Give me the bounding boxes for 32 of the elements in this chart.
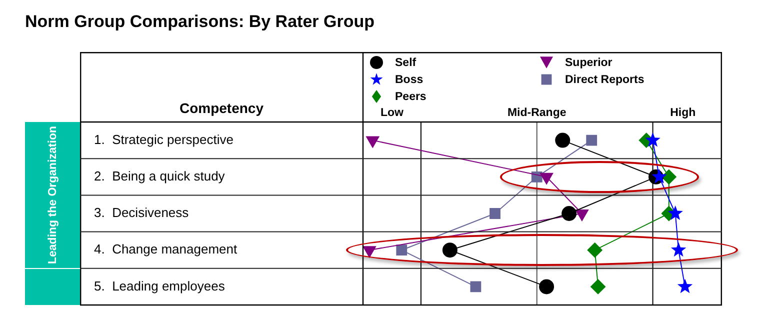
y-axis-title: Competency: [178, 100, 265, 116]
point: [470, 281, 482, 292]
text: Low: [380, 107, 404, 119]
legend-label: Boss: [395, 74, 424, 86]
legend-label: Peers: [395, 90, 426, 102]
point: [555, 132, 570, 148]
point: [562, 206, 577, 221]
point: [677, 278, 693, 294]
point: [670, 242, 686, 257]
legend-label: Superior: [565, 56, 612, 68]
point: [490, 208, 500, 219]
y-tick-label: 3. Decisiveness: [94, 205, 190, 220]
text: Norm Group Comparisons: By Rater Group: [25, 12, 374, 32]
legend-label: Self: [395, 56, 416, 68]
point: [661, 169, 676, 184]
point: [652, 168, 667, 184]
point: [539, 279, 554, 294]
point: [645, 132, 660, 147]
y-tick-label: 4. Change management: [94, 242, 238, 257]
y-tick-label: 5. Leading employees: [94, 278, 226, 294]
group-band: Leading the Organization: [25, 122, 80, 268]
point: [668, 206, 683, 220]
point: [590, 279, 606, 294]
point: [396, 244, 408, 256]
point: [587, 242, 602, 258]
legend-label: Direct Reports: [565, 74, 644, 86]
point: [586, 134, 598, 146]
y-tick-label: 2. Being a quick study: [94, 168, 226, 184]
text: Mid-Range: [507, 107, 566, 119]
point: [442, 242, 458, 258]
y-tick-label: 1. Strategic perspective: [94, 132, 234, 147]
text: High: [670, 107, 696, 119]
